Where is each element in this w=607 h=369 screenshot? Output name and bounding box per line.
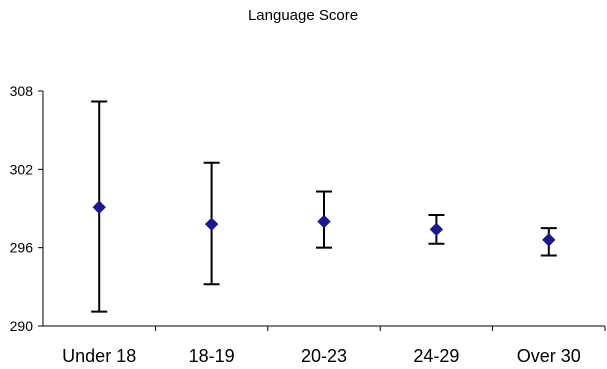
x-category-label: Under 18 — [62, 346, 136, 366]
y-ticks: 290 296 302 308 — [10, 83, 43, 334]
x-category-label: 24-29 — [413, 346, 459, 366]
x-category-label: Over 30 — [517, 346, 581, 366]
y-tick-label: 296 — [10, 240, 34, 256]
chart-title: Language Score — [248, 7, 358, 24]
y-tick-label: 308 — [10, 83, 34, 99]
mean-marker — [317, 214, 331, 229]
mean-marker — [429, 222, 444, 237]
y-tick-label: 302 — [10, 161, 34, 177]
x-category-label: 20-23 — [301, 346, 347, 366]
mean-marker — [92, 200, 106, 214]
y-tick-label: 290 — [10, 318, 34, 334]
mean-marker — [542, 233, 556, 247]
x-category-label: 18-19 — [189, 346, 235, 366]
mean-marker — [204, 217, 219, 231]
x-ticks: Under 18 18-19 20-23 24-29 Over 30 — [62, 326, 606, 366]
error-bars — [91, 100, 557, 313]
data-markers — [92, 200, 556, 247]
